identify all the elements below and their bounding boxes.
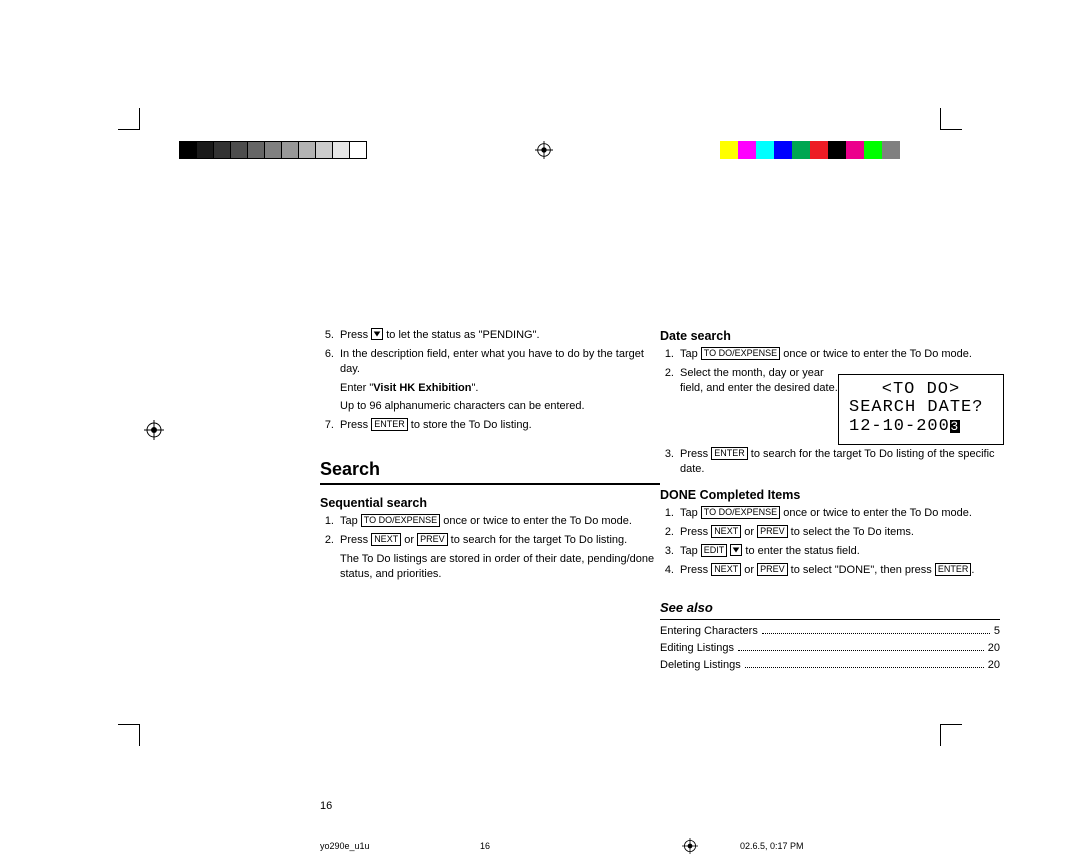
see-also-label: Editing Listings: [660, 641, 734, 656]
leader-dots: [745, 667, 984, 668]
instruction-step: 6. In the description field, enter what …: [320, 347, 660, 377]
subsection-heading-done: DONE Completed Items: [660, 487, 1000, 504]
edit-key-icon: EDIT: [701, 544, 728, 557]
enter-key-icon: ENTER: [371, 418, 408, 431]
todo-expense-key-icon: TO DO/EXPENSE: [701, 347, 780, 360]
prev-key-icon: PREV: [757, 525, 788, 538]
step-text: In the description field, enter what you…: [340, 347, 660, 377]
enter-key-icon: ENTER: [711, 447, 748, 460]
instruction-step: 3. Press ENTER to search for the target …: [660, 447, 1000, 477]
next-key-icon: NEXT: [371, 533, 401, 546]
step-text: to let the status as "PENDING".: [383, 329, 539, 341]
lcd-display: <TO DO> SEARCH DATE? 12-10-2003: [838, 374, 1004, 445]
instruction-step: 1. Tap TO DO/EXPENSE once or twice to en…: [660, 506, 1000, 521]
down-arrow-key-icon: [371, 328, 383, 340]
instruction-step: 1. Tap TO DO/EXPENSE once or twice to en…: [660, 347, 1000, 362]
next-key-icon: NEXT: [711, 525, 741, 538]
see-also-label: Entering Characters: [660, 624, 758, 639]
instruction-step: 1. Tap TO DO/EXPENSE once or twice to en…: [320, 514, 660, 529]
crop-mark: [940, 108, 962, 130]
manual-page: 5. Press to let the status as "PENDING".…: [140, 128, 940, 728]
registration-mark-icon: [680, 838, 700, 854]
lcd-cursor: 3: [950, 420, 960, 433]
instruction-example: Enter "Visit HK Exhibition".: [340, 381, 660, 396]
subsection-heading-sequential: Sequential search: [320, 495, 660, 512]
instruction-step: 2. Press NEXT or PREV to select the To D…: [660, 525, 1000, 540]
print-footer: yo290e_u1u 16 02.6.5, 0:17 PM: [320, 838, 1040, 854]
down-arrow-key-icon: [730, 544, 742, 556]
see-also-item: Entering Characters 5: [660, 624, 1000, 639]
see-also-list: Entering Characters5Editing Listings20De…: [660, 624, 1000, 673]
crop-mark: [118, 108, 140, 130]
lcd-line: 12-10-2003: [849, 418, 993, 436]
instruction-step: 7. Press ENTER to store the To Do listin…: [320, 418, 660, 433]
prev-key-icon: PREV: [757, 563, 788, 576]
todo-expense-key-icon: TO DO/EXPENSE: [361, 514, 440, 527]
right-column: Date search 1. Tap TO DO/EXPENSE once or…: [660, 328, 1000, 674]
instruction-step: 4. Press NEXT or PREV to select "DONE", …: [660, 563, 1000, 578]
footer-date: 02.6.5, 0:17 PM: [700, 841, 1040, 851]
instruction-step: 3. Tap EDIT to enter the status field.: [660, 544, 1000, 559]
footer-page: 16: [480, 841, 680, 851]
leader-dots: [738, 650, 984, 651]
footer-filename: yo290e_u1u: [320, 841, 480, 851]
instruction-note: Up to 96 alphanumeric characters can be …: [340, 399, 660, 414]
todo-expense-key-icon: TO DO/EXPENSE: [701, 506, 780, 519]
see-also-page: 20: [988, 658, 1000, 673]
crop-mark: [940, 724, 962, 746]
lcd-line: SEARCH DATE?: [849, 399, 993, 417]
instruction-step: 5. Press to let the status as "PENDING".: [320, 328, 660, 343]
leader-dots: [762, 633, 990, 634]
see-also-label: Deleting Listings: [660, 658, 741, 673]
see-also-item: Editing Listings 20: [660, 641, 1000, 656]
prev-key-icon: PREV: [417, 533, 448, 546]
instruction-note: The To Do listings are stored in order o…: [340, 552, 660, 582]
page-number: 16: [320, 800, 332, 812]
instruction-step: 2. Press NEXT or PREV to search for the …: [320, 533, 660, 548]
subsection-heading-date-search: Date search: [660, 328, 1000, 345]
enter-key-icon: ENTER: [935, 563, 972, 576]
left-column: 5. Press to let the status as "PENDING".…: [320, 328, 660, 586]
see-also-page: 20: [988, 641, 1000, 656]
step-text: Press: [340, 329, 371, 341]
crop-mark: [118, 724, 140, 746]
see-also-heading: See also: [660, 599, 1000, 620]
section-heading-search: Search: [320, 457, 660, 485]
next-key-icon: NEXT: [711, 563, 741, 576]
example-entry: Visit HK Exhibition: [373, 382, 471, 394]
see-also-item: Deleting Listings 20: [660, 658, 1000, 673]
lcd-line: <TO DO>: [849, 381, 993, 399]
see-also-page: 5: [994, 624, 1000, 639]
